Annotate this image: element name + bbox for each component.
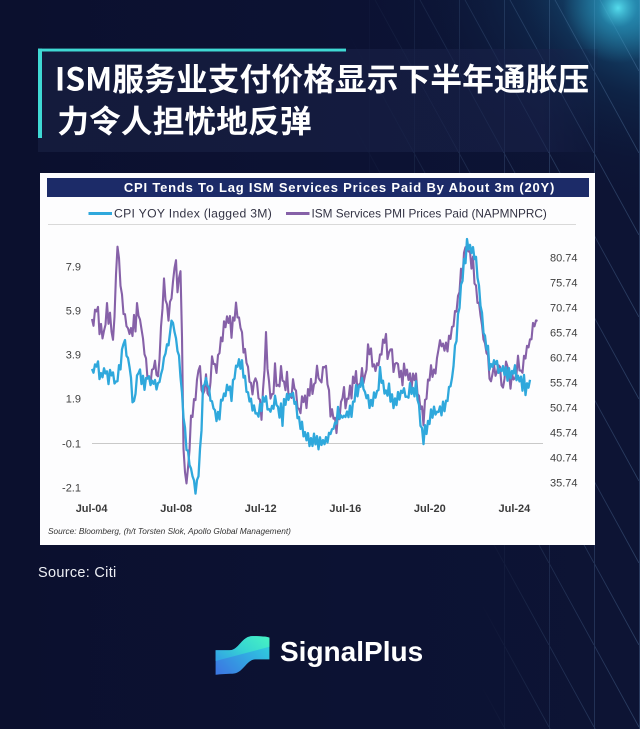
svg-text:Source: Bloomberg, (h/t Torste: Source: Bloomberg, (h/t Torsten Slok, Ap… — [48, 526, 291, 536]
svg-text:CPI Tends To Lag ISM Services: CPI Tends To Lag ISM Services Prices Pai… — [124, 180, 555, 195]
svg-text:-0.1: -0.1 — [62, 439, 81, 451]
svg-text:7.9: 7.9 — [66, 262, 81, 274]
svg-text:Jul-24: Jul-24 — [499, 503, 532, 515]
svg-text:65.74: 65.74 — [550, 328, 578, 340]
svg-text:-2.1: -2.1 — [62, 483, 81, 495]
svg-text:SignalPlus: SignalPlus — [280, 636, 423, 667]
svg-text:45.74: 45.74 — [550, 428, 578, 440]
svg-text:50.74: 50.74 — [550, 403, 578, 415]
svg-text:ISM Services PMI Prices Paid (: ISM Services PMI Prices Paid (NAPMNPRC) — [312, 207, 547, 221]
svg-text:35.74: 35.74 — [550, 478, 578, 490]
svg-text:CPI YOY Index (lagged 3M): CPI YOY Index (lagged 3M) — [114, 207, 272, 221]
svg-text:55.74: 55.74 — [550, 378, 578, 390]
svg-text:5.9: 5.9 — [66, 306, 81, 318]
svg-text:Jul-12: Jul-12 — [245, 503, 277, 515]
svg-text:80.74: 80.74 — [550, 253, 578, 265]
svg-text:1.9: 1.9 — [66, 394, 81, 406]
svg-text:3.9: 3.9 — [66, 350, 81, 362]
svg-text:Jul-16: Jul-16 — [329, 503, 361, 515]
svg-text:70.74: 70.74 — [550, 303, 578, 315]
svg-text:60.74: 60.74 — [550, 353, 578, 365]
svg-text:75.74: 75.74 — [550, 278, 578, 290]
svg-text:Jul-20: Jul-20 — [414, 503, 446, 515]
svg-text:40.74: 40.74 — [550, 453, 578, 465]
svg-text:Jul-08: Jul-08 — [160, 503, 192, 515]
svg-text:Jul-04: Jul-04 — [76, 503, 109, 515]
